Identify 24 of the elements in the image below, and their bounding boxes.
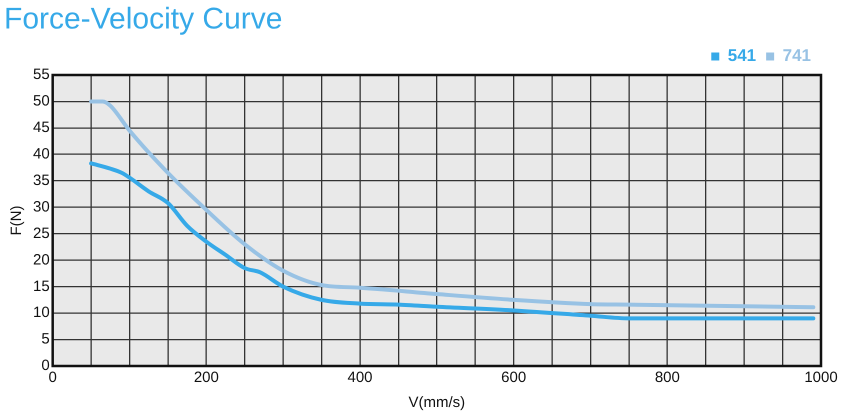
y-tick-label: 40 [32, 146, 50, 163]
x-tick-label: 600 [501, 369, 526, 386]
x-tick-label: 800 [654, 369, 680, 386]
y-tick-label: 50 [32, 92, 50, 110]
chart-title: Force-Velocity Curve [4, 2, 282, 36]
x-tick-label: 1000 [804, 369, 838, 386]
line-series [89, 161, 816, 320]
x-axis-title: V(mm/s) [408, 394, 466, 412]
legend-label: 741 [782, 46, 812, 66]
y-tick-label: 25 [32, 224, 50, 242]
y-tick-label: 30 [32, 198, 50, 216]
y-tick-label: 45 [32, 119, 50, 136]
y-tick-label: 35 [32, 172, 50, 189]
y-tick-label: 10 [32, 304, 50, 322]
y-tick-label: 15 [32, 278, 50, 295]
y-tick-label: 0 [41, 357, 50, 374]
y-tick-label: 5 [41, 330, 50, 348]
line-series [89, 99, 816, 310]
y-axis-title: F(N) [8, 206, 26, 236]
legend-label: 541 [728, 46, 756, 66]
x-tick-label: 200 [194, 369, 219, 386]
y-tick-label: 55 [32, 66, 50, 84]
x-tick-label: 400 [347, 369, 373, 386]
y-tick-label: 20 [32, 251, 50, 268]
